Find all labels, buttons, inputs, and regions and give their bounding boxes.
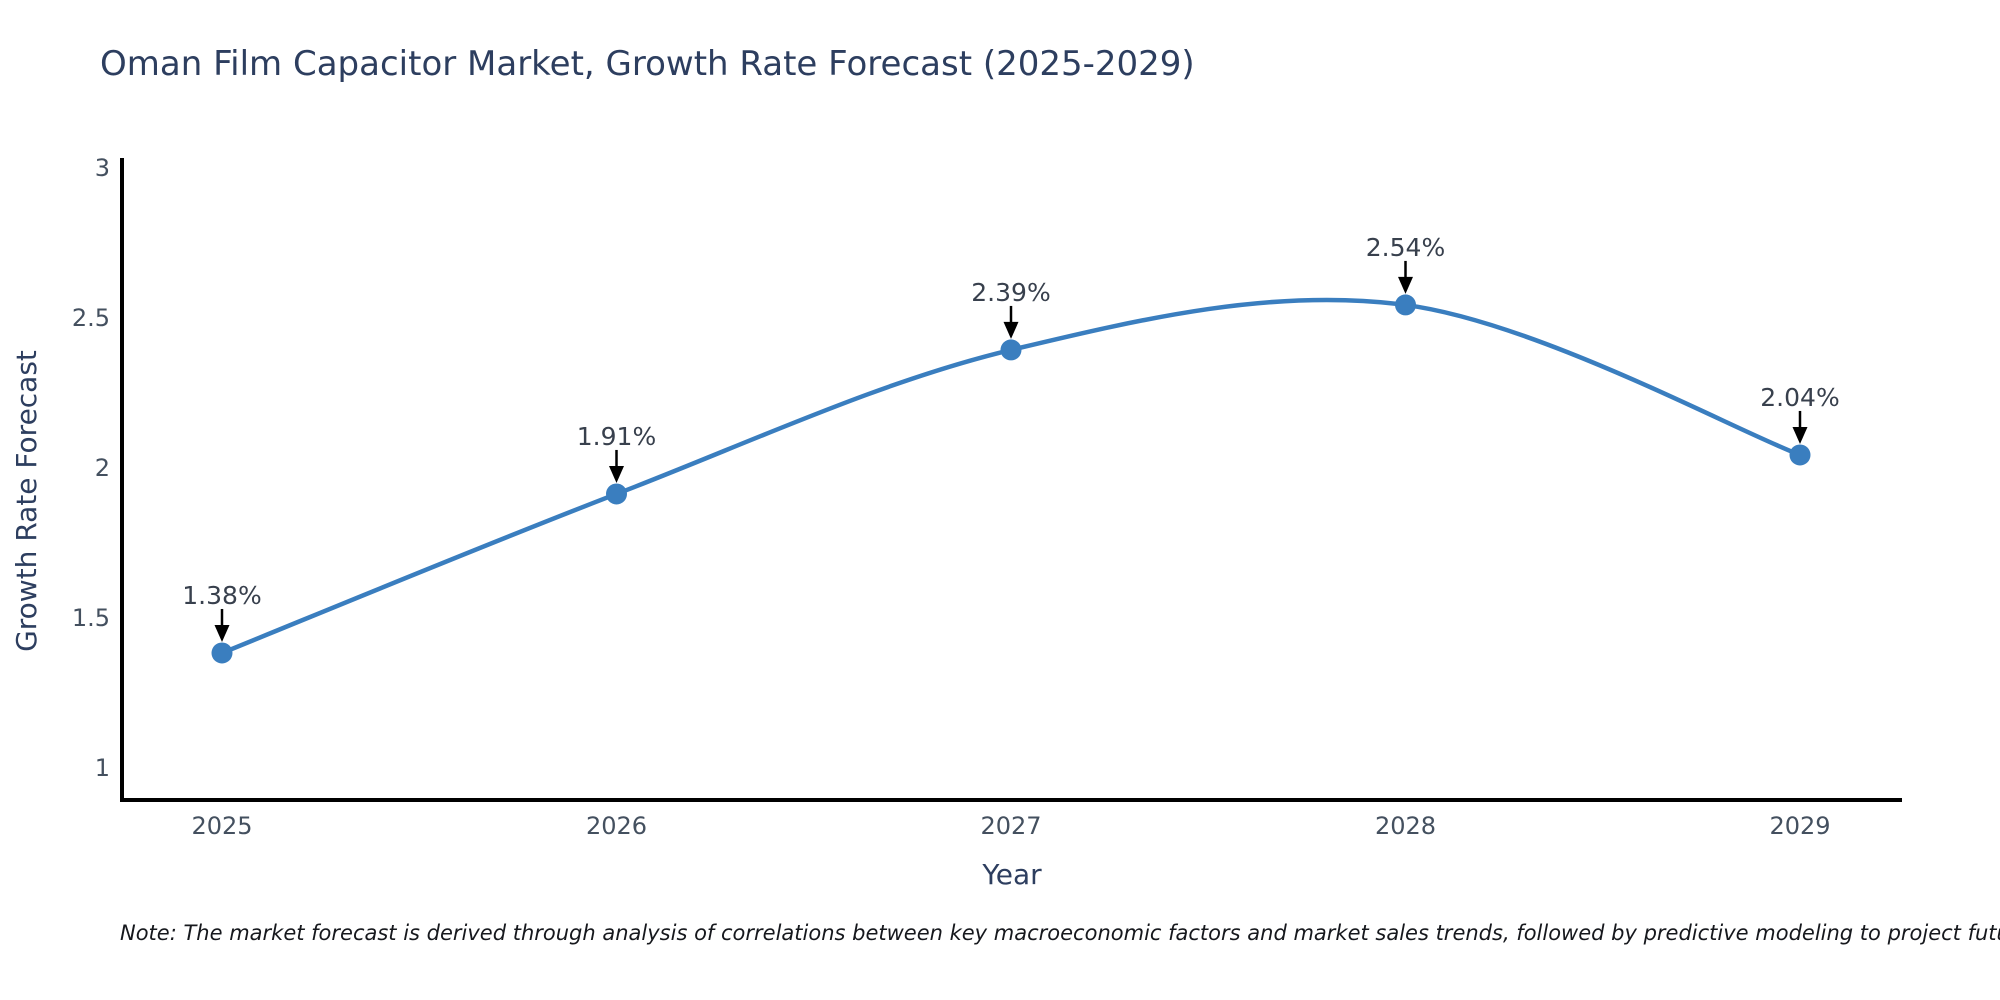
chart-title: Oman Film Capacitor Market, Growth Rate …: [100, 44, 1195, 84]
y-tick-label: 1: [95, 754, 110, 782]
annotation-label: 2.04%: [1760, 383, 1839, 412]
annotation-arrowhead: [1792, 426, 1808, 444]
annotation-arrowhead: [1003, 321, 1019, 339]
annotation-label: 1.38%: [182, 581, 261, 610]
annotation-label: 2.54%: [1366, 233, 1445, 262]
x-tick-label: 2029: [1769, 812, 1830, 840]
data-point-marker[interactable]: [1789, 444, 1811, 466]
y-tick-label: 2: [95, 454, 110, 482]
x-tick-label: 2027: [980, 812, 1041, 840]
annotation-label: 2.39%: [971, 278, 1050, 307]
x-tick-label: 2025: [191, 812, 252, 840]
x-axis-title: Year: [982, 858, 1042, 891]
y-tick-label: 3: [95, 154, 110, 182]
data-point-marker[interactable]: [1000, 339, 1022, 361]
x-tick-label: 2028: [1375, 812, 1436, 840]
x-tick-label: 2026: [586, 812, 647, 840]
annotation-arrowhead: [609, 465, 624, 483]
data-point-marker[interactable]: [1395, 294, 1416, 316]
y-tick-label: 2.5: [72, 304, 110, 332]
data-point-marker[interactable]: [211, 642, 233, 664]
footnote: Note: The market forecast is derived thr…: [120, 921, 2000, 945]
annotation-arrowhead: [1398, 276, 1413, 294]
y-tick-label: 1.5: [72, 604, 110, 632]
annotation-label: 1.91%: [577, 422, 656, 451]
data-point-marker[interactable]: [606, 483, 627, 505]
annotation-arrowhead: [214, 624, 230, 642]
